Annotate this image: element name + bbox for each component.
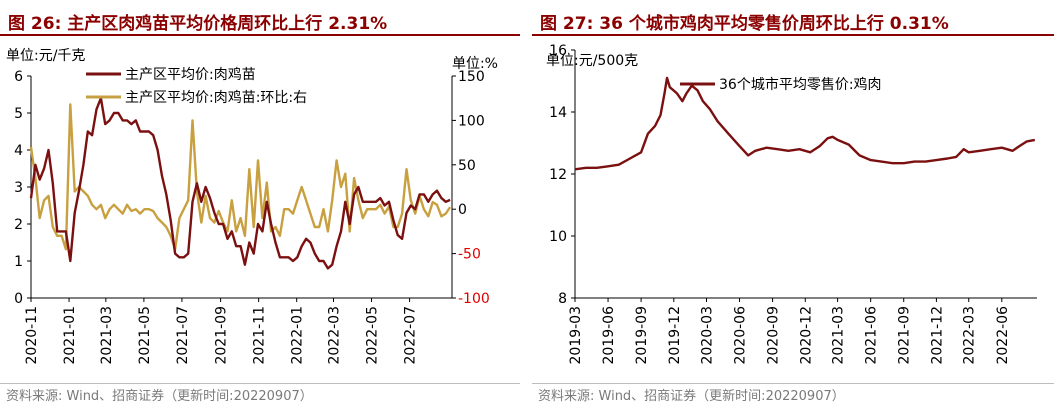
- chart-title: 图 26: 主产区肉鸡苗平均价格周环比上行 2.31%: [8, 14, 388, 34]
- legend-label-mom: 主产区平均价:肉鸡苗:环比:右: [125, 89, 307, 106]
- y-tick-label: 8: [558, 291, 567, 307]
- y-tick-label-left: 2: [14, 217, 23, 233]
- x-tick-label: 2021-05: [137, 306, 153, 365]
- source-note: 资料来源: Wind、招商证券（更新时间:20220907）: [538, 389, 845, 404]
- y-axis-title-right: 单位:%: [452, 56, 498, 72]
- y-tick-label-right: 0: [458, 202, 467, 218]
- y-tick-label-left: 6: [14, 69, 23, 85]
- x-tick-label: 2019-09: [634, 306, 650, 365]
- legend-label: 36个城市平均零售价:鸡肉: [719, 76, 882, 93]
- x-tick-label: 2021-03: [99, 306, 115, 365]
- divider: [532, 383, 1054, 384]
- x-tick-label: 2019-06: [601, 306, 617, 365]
- divider: [0, 383, 520, 384]
- y-axis-title-left: 单位:元/千克: [6, 48, 85, 64]
- x-tick-label: 2019-12: [667, 306, 683, 365]
- y-tick-label: 12: [549, 167, 567, 183]
- x-tick-label: 2020-12: [798, 306, 814, 365]
- x-tick-label: 2022-03: [326, 306, 342, 365]
- x-tick-label: 2019-03: [568, 306, 584, 365]
- y-tick-label-right: 100: [458, 113, 485, 129]
- series-line-mom: [29, 103, 452, 251]
- y-tick-label-left: 3: [14, 180, 23, 196]
- x-tick-label: 2020-03: [699, 306, 715, 365]
- x-tick-label: 2021-09: [214, 306, 230, 365]
- y-tick-label-left: 5: [14, 106, 23, 122]
- x-tick-label: 2021-06: [864, 306, 880, 365]
- y-tick-label-right: 50: [458, 158, 476, 174]
- y-tick-label-right: 150: [458, 69, 485, 85]
- chart-area-right: 8 10 12 14 16 2019-03 2019-06 2019-09 2019-12 202…: [546, 43, 1037, 365]
- chart-panel-right: 图 27: 36 个城市鸡肉平均零售价周环比上行 0.31% 8 10 12 14 16…: [532, 0, 1054, 408]
- title-bar: 图 27: 36 个城市鸡肉平均零售价周环比上行 0.31%: [532, 6, 1054, 36]
- x-tick-label: 2022-07: [403, 306, 419, 365]
- x-tick-label: 2022-05: [365, 306, 381, 365]
- x-tick-label: 2021-11: [252, 306, 268, 365]
- y-tick-label: 16: [549, 43, 567, 59]
- y-axis-title: 单位:元/500克: [546, 53, 638, 69]
- y-tick-label-left: 1: [14, 254, 23, 270]
- y-tick-label: 10: [549, 229, 567, 245]
- y-tick-label: 14: [549, 105, 567, 121]
- y-tick-label-right: -50: [458, 247, 481, 263]
- legend-label-price: 主产区平均价:肉鸡苗: [125, 66, 256, 83]
- y-tick-label-left: 4: [14, 143, 23, 159]
- x-tick-label: 2021-07: [175, 306, 191, 365]
- y-tick-label-left: 0: [14, 291, 23, 307]
- chart-area-left: 0 1 2 3 4 5 6 -100 -50 0 50 100 150 2020-11 2021-01 202…: [6, 48, 498, 365]
- x-tick-label: 2020-11: [24, 306, 40, 365]
- series-line-price: [29, 97, 451, 270]
- x-tick-label: 2020-06: [733, 306, 749, 365]
- x-tick-label: 2021-09: [897, 306, 913, 365]
- x-tick-label: 2020-09: [766, 306, 782, 365]
- title-bar: 图 26: 主产区肉鸡苗平均价格周环比上行 2.31%: [0, 6, 520, 36]
- x-tick-label: 2021-01: [62, 306, 78, 365]
- chart-title: 图 27: 36 个城市鸡肉平均零售价周环比上行 0.31%: [540, 14, 949, 34]
- series-line-retail-price: [574, 76, 1036, 171]
- x-tick-label: 2021-12: [929, 306, 945, 365]
- chart-panel-left: 图 26: 主产区肉鸡苗平均价格周环比上行 2.31% 0 1 2 3 4 5 6 -100 -…: [0, 0, 520, 408]
- x-tick-label: 2022-01: [290, 306, 306, 365]
- source-note: 资料来源: Wind、招商证券（更新时间:20220907）: [6, 389, 313, 404]
- x-tick-label: 2021-03: [831, 306, 847, 365]
- x-tick-label: 2022-03: [962, 306, 978, 365]
- y-tick-label-right: -100: [458, 291, 490, 307]
- x-tick-label: 2022-06: [995, 306, 1011, 365]
